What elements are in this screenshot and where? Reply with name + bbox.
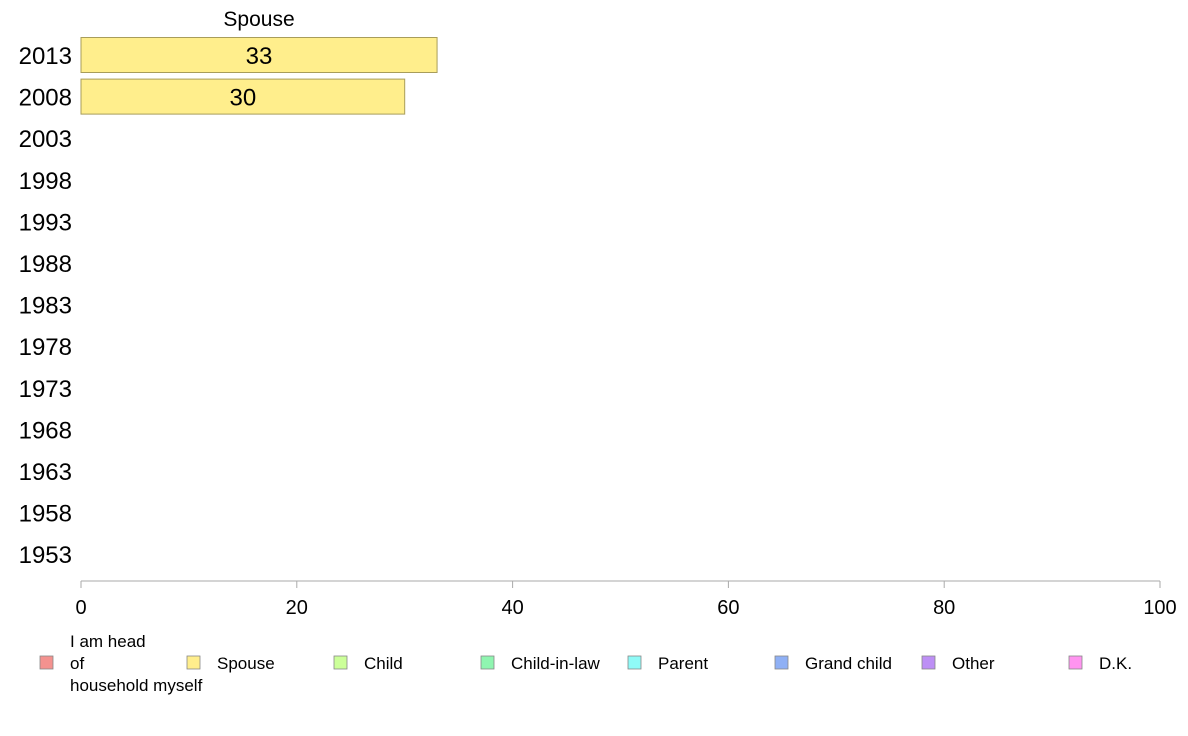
legend-label: Child-in-law xyxy=(511,654,601,673)
legend-item: D.K. xyxy=(1068,654,1132,673)
legend-swatch xyxy=(186,655,201,670)
x-tick-label: 20 xyxy=(286,597,308,619)
bars xyxy=(80,37,438,115)
bar-value-label: 33 xyxy=(246,43,273,70)
x-axis xyxy=(80,580,1161,588)
legend-item: Parent xyxy=(627,654,708,673)
y-tick-label: 1978 xyxy=(19,334,72,361)
y-tick-label: 1993 xyxy=(19,209,72,236)
legend-swatch xyxy=(627,655,642,670)
legend-label: Parent xyxy=(658,654,708,673)
x-tick-label: 100 xyxy=(1143,597,1176,619)
bar xyxy=(80,37,438,73)
legend-swatch xyxy=(1068,655,1083,670)
legend-item: Other xyxy=(921,654,995,673)
bar xyxy=(80,78,406,115)
y-tick-label: 1968 xyxy=(19,417,72,444)
legend-label: Child xyxy=(364,654,403,673)
x-tick-label: 40 xyxy=(501,597,523,619)
series-header: Spouse xyxy=(223,8,294,31)
y-tick-label: 1973 xyxy=(19,376,72,403)
legend-label: Other xyxy=(952,654,995,673)
bar-value-label: 30 xyxy=(229,85,256,112)
y-tick-label: 2003 xyxy=(19,126,72,153)
legend-item: Child xyxy=(333,654,403,673)
legend-item: I am head of household myself xyxy=(39,632,203,695)
y-axis-tick-labels: 2013 2008 2003 1998 1993 1988 1983 1978 1973 1968… xyxy=(19,43,72,569)
legend-label: Grand child xyxy=(805,654,892,673)
x-tick-label: 80 xyxy=(933,597,955,619)
y-tick-label: 1963 xyxy=(19,459,72,486)
bar-value-labels: 33 30 xyxy=(229,43,272,112)
y-tick-label: 1983 xyxy=(19,293,72,320)
y-tick-label: 1953 xyxy=(19,542,72,569)
legend-item: Grand child xyxy=(774,654,892,673)
y-tick-label: 1998 xyxy=(19,168,72,195)
legend-item: Spouse xyxy=(186,654,275,673)
x-tick-label: 60 xyxy=(717,597,739,619)
legend-label: D.K. xyxy=(1099,654,1132,673)
legend-label: I am head of household myself xyxy=(70,632,203,695)
y-tick-label: 2013 xyxy=(19,43,72,70)
legend-swatch xyxy=(480,655,495,670)
legend-item: Child-in-law xyxy=(480,654,601,673)
legend-swatch xyxy=(39,655,54,670)
y-tick-label: 1958 xyxy=(19,501,72,528)
x-tick-label: 0 xyxy=(75,597,86,619)
legend: I am head of household myself Spouse Child Ch… xyxy=(39,632,1132,695)
legend-swatch xyxy=(774,655,789,670)
y-tick-label: 2008 xyxy=(19,85,72,112)
x-axis-tick-labels: 0 20 40 60 80 100 xyxy=(75,597,1176,619)
legend-swatch xyxy=(921,655,936,670)
legend-label: Spouse xyxy=(217,654,275,673)
legend-swatch xyxy=(333,655,348,670)
y-tick-label: 1988 xyxy=(19,251,72,278)
